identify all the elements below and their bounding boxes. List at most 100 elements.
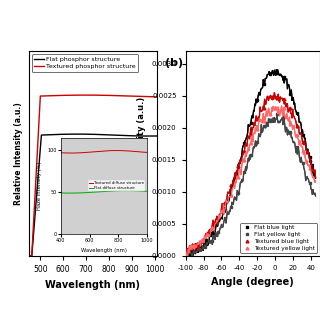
Textured diffuse structure	[110, 149, 114, 153]
Flat yellow light	[216, 230, 220, 234]
Flat yellow light	[184, 254, 188, 258]
Flat yellow light	[190, 254, 194, 258]
Textured phosphor structure	[113, 94, 116, 98]
Flat blue light	[203, 243, 207, 247]
Textured blue light	[236, 164, 240, 168]
Textured blue light	[229, 183, 233, 187]
X-axis label: Wavelength (nm): Wavelength (nm)	[81, 248, 127, 253]
Textured yellow light	[190, 246, 194, 250]
Flat diffuse structure	[132, 189, 136, 193]
Flat blue light	[301, 133, 305, 137]
Flat yellow light	[288, 130, 292, 134]
Flat phosphor structure	[102, 133, 106, 137]
Y-axis label: Relative Intensity (a.u.): Relative Intensity (a.u.)	[14, 102, 23, 205]
Textured yellow light	[295, 133, 299, 137]
Flat yellow light	[249, 153, 253, 157]
Flat diffuse structure	[59, 191, 63, 195]
Textured blue light	[282, 97, 285, 100]
Textured blue light	[197, 243, 201, 247]
Textured blue light	[190, 244, 194, 247]
Textured diffuse structure	[132, 149, 136, 153]
X-axis label: Wavelength (nm): Wavelength (nm)	[45, 280, 140, 290]
Textured yellow light	[216, 218, 220, 222]
Textured yellow light	[282, 106, 285, 110]
Textured yellow light	[197, 243, 201, 246]
Flat blue light	[255, 98, 259, 102]
Flat blue light	[243, 141, 246, 145]
Flat blue light	[275, 71, 279, 75]
Textured blue light	[288, 106, 292, 110]
Line: Flat diffuse structure: Flat diffuse structure	[61, 191, 147, 193]
Textured yellow light	[262, 119, 266, 123]
Flat yellow light	[282, 115, 285, 119]
Textured yellow light	[249, 140, 253, 144]
Flat phosphor structure	[60, 132, 64, 136]
Flat yellow light	[301, 161, 305, 165]
Textured phosphor structure	[50, 94, 53, 98]
Textured blue light	[203, 236, 207, 240]
Textured yellow light	[288, 122, 292, 125]
Textured diffuse structure	[59, 151, 63, 155]
Textured blue light	[184, 249, 188, 253]
Flat yellow light	[210, 239, 214, 243]
Textured phosphor structure	[60, 93, 64, 97]
Line: Textured yellow light: Textured yellow light	[184, 106, 311, 253]
Flat yellow light	[268, 119, 272, 123]
Flat diffuse structure	[68, 191, 72, 195]
Textured phosphor structure	[124, 94, 127, 98]
Textured yellow light	[268, 112, 272, 116]
Flat diffuse structure	[138, 189, 142, 193]
Textured yellow light	[223, 208, 227, 212]
Flat diffuse structure	[112, 189, 116, 193]
Flat yellow light	[197, 248, 201, 252]
Flat blue light	[223, 208, 227, 212]
Textured diffuse structure	[112, 148, 116, 152]
Textured diffuse structure	[59, 151, 63, 155]
Textured diffuse structure	[145, 150, 149, 154]
Legend: Flat blue light, Flat yellow light, Textured blue light, Textured yellow light: Flat blue light, Flat yellow light, Text…	[240, 223, 317, 253]
Flat blue light	[210, 231, 214, 235]
Textured yellow light	[184, 249, 188, 253]
Textured yellow light	[243, 158, 246, 162]
Flat yellow light	[229, 205, 233, 209]
Textured blue light	[262, 106, 266, 110]
Flat diffuse structure	[111, 189, 115, 193]
Textured phosphor structure	[102, 93, 106, 97]
Flat blue light	[249, 121, 253, 125]
Textured phosphor structure	[27, 254, 31, 258]
Flat diffuse structure	[59, 191, 63, 195]
Textured blue light	[249, 126, 253, 130]
Flat blue light	[288, 92, 292, 95]
Textured yellow light	[210, 228, 214, 231]
Textured diffuse structure	[69, 151, 73, 155]
Flat phosphor structure	[85, 132, 89, 136]
Flat yellow light	[203, 244, 207, 248]
Line: Flat blue light: Flat blue light	[184, 71, 311, 254]
Textured blue light	[255, 117, 259, 121]
Line: Textured blue light: Textured blue light	[184, 95, 311, 252]
Textured yellow light	[275, 107, 279, 110]
Textured blue light	[295, 124, 299, 127]
Flat yellow light	[243, 170, 246, 174]
Flat blue light	[262, 82, 266, 85]
Line: Textured phosphor structure: Textured phosphor structure	[29, 95, 157, 256]
Flat blue light	[216, 217, 220, 221]
Flat yellow light	[262, 124, 266, 128]
Line: Flat phosphor structure: Flat phosphor structure	[29, 134, 157, 256]
Flat diffuse structure	[145, 189, 149, 193]
Flat blue light	[197, 242, 201, 246]
Flat phosphor structure	[76, 132, 79, 136]
Legend: Textured diffuse structure, Flat diffuse structure: Textured diffuse structure, Flat diffuse…	[88, 180, 145, 191]
Flat yellow light	[308, 181, 312, 185]
Flat blue light	[268, 72, 272, 76]
Flat phosphor structure	[113, 133, 116, 137]
Flat phosphor structure	[155, 134, 159, 138]
Flat blue light	[308, 156, 312, 159]
Flat blue light	[236, 165, 240, 169]
Textured phosphor structure	[85, 93, 89, 97]
Flat blue light	[184, 247, 188, 251]
Flat yellow light	[223, 216, 227, 220]
Textured blue light	[216, 216, 220, 220]
Textured yellow light	[301, 149, 305, 153]
Textured blue light	[268, 94, 272, 98]
